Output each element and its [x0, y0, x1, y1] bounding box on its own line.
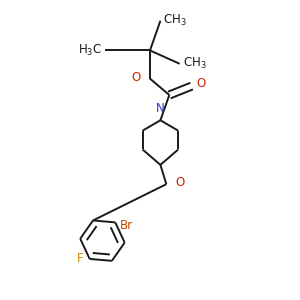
Text: CH$_3$: CH$_3$ [164, 13, 187, 28]
Text: Br: Br [120, 219, 133, 232]
Text: F: F [77, 252, 84, 266]
Text: O: O [196, 76, 205, 90]
Text: H$_3$C: H$_3$C [78, 43, 102, 58]
Text: CH$_3$: CH$_3$ [183, 56, 206, 71]
Text: O: O [132, 71, 141, 84]
Text: O: O [175, 176, 184, 189]
Text: N: N [156, 102, 165, 115]
